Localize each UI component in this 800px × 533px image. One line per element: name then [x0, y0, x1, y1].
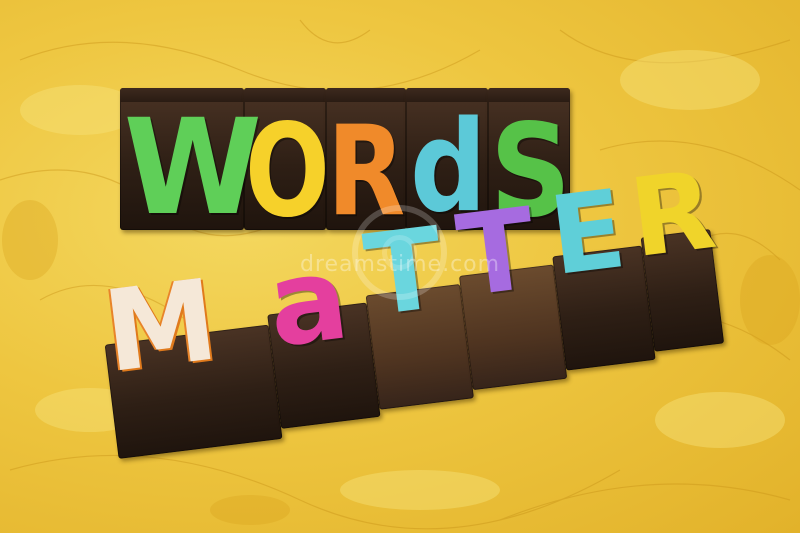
- type-block-s: [488, 88, 570, 230]
- letter-d: d: [410, 93, 487, 240]
- letter-m: M: [97, 255, 224, 399]
- type-block-o: [244, 88, 326, 230]
- letter-w: W: [123, 91, 262, 245]
- watermark-text: dreamstime.com: [299, 252, 501, 277]
- letter-o: O: [245, 97, 330, 246]
- type-block-w: [120, 88, 244, 230]
- type-block-d: [406, 88, 488, 230]
- letter-s: S: [490, 97, 572, 246]
- watermark-logo-icon: [352, 205, 447, 300]
